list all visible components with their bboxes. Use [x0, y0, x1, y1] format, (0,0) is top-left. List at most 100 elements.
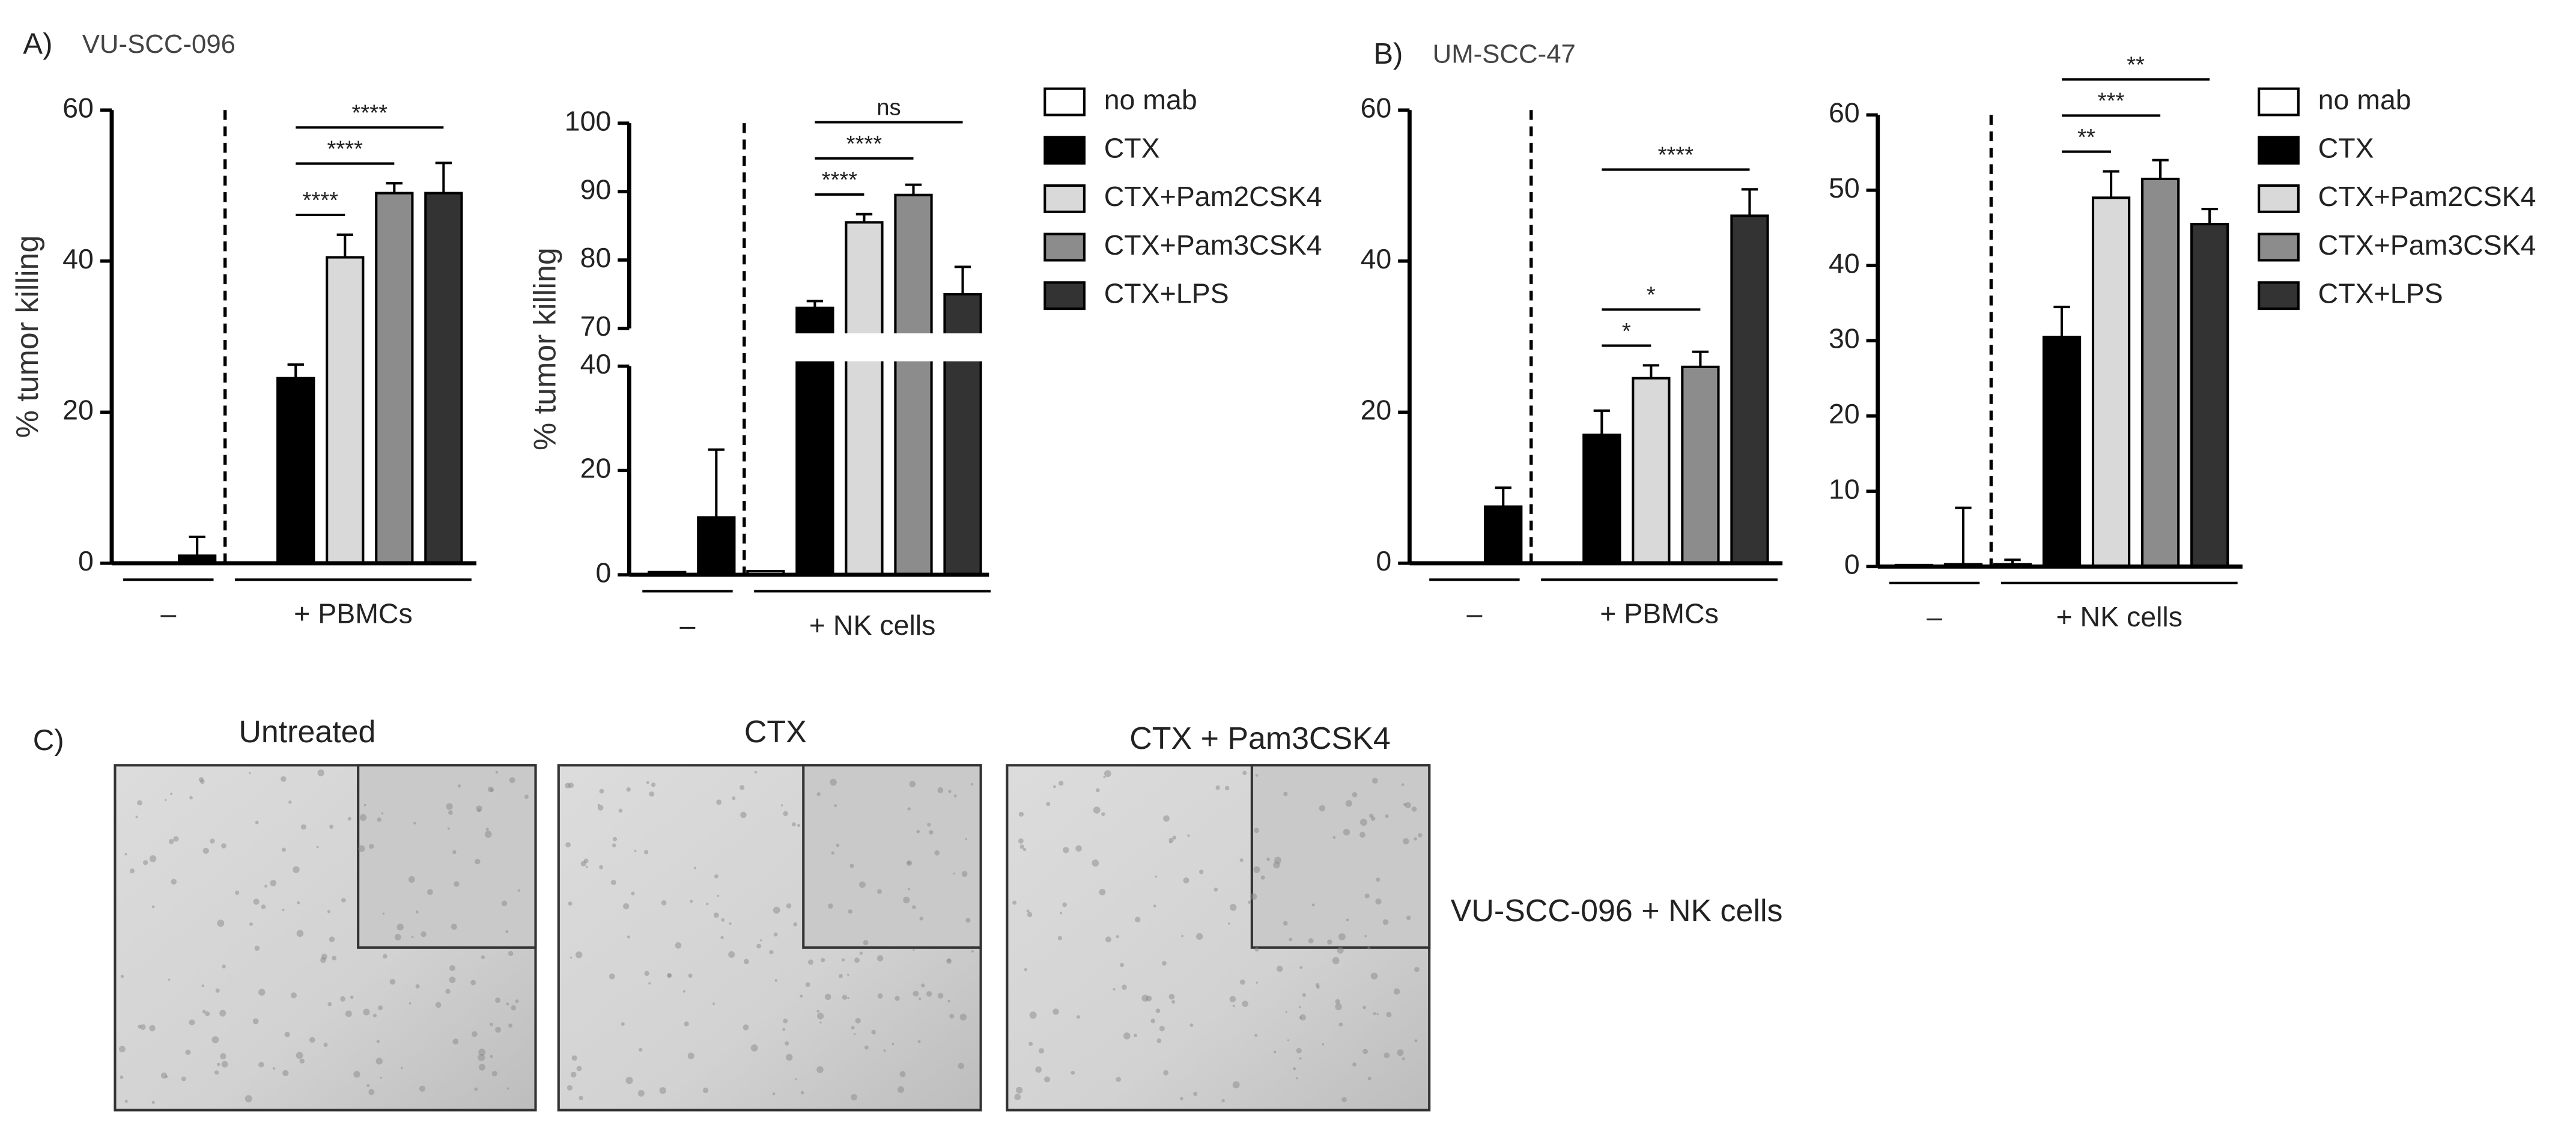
- cell: [517, 889, 520, 892]
- cell: [245, 1095, 252, 1103]
- cell: [327, 1002, 332, 1006]
- cell: [1229, 996, 1236, 1002]
- legend-swatch: [1043, 184, 1086, 213]
- cell: [783, 811, 788, 816]
- cell: [599, 788, 604, 794]
- y-tick-label: 0: [78, 545, 94, 577]
- cell: [773, 906, 780, 914]
- cell: [612, 837, 618, 841]
- cell: [413, 822, 416, 825]
- cell: [1016, 1086, 1023, 1094]
- cell: [1299, 966, 1303, 969]
- cell: [1302, 993, 1306, 997]
- cell: [1062, 902, 1067, 907]
- cell: [772, 1092, 776, 1095]
- cell: [855, 1018, 861, 1024]
- cell: [170, 792, 173, 795]
- cell: [920, 983, 925, 988]
- cell: [876, 955, 884, 961]
- cell: [511, 1005, 517, 1011]
- cell: [565, 842, 571, 848]
- group-label: + NK cells: [809, 610, 935, 641]
- cell: [470, 979, 476, 985]
- cell: [906, 860, 913, 866]
- y-tick-label: 20: [1361, 395, 1392, 426]
- cell: [368, 1089, 375, 1095]
- panel-title: VU-SCC-096: [82, 29, 235, 59]
- cell: [1156, 1038, 1162, 1044]
- cell: [786, 1053, 793, 1061]
- significance-label: ***: [2098, 88, 2125, 114]
- cell: [1060, 912, 1063, 915]
- error-bar: [435, 162, 452, 193]
- cell: [358, 845, 365, 852]
- group-label: + PBMCs: [1600, 598, 1719, 629]
- significance-label: ****: [302, 187, 338, 213]
- legend-swatch: [2258, 136, 2300, 165]
- cell: [140, 1024, 146, 1030]
- cell: [959, 1013, 967, 1021]
- cell: [1382, 919, 1389, 925]
- panel-label: A): [23, 28, 52, 61]
- cell: [160, 1072, 168, 1079]
- cell: [297, 901, 300, 904]
- cell: [1256, 981, 1258, 984]
- cell: [567, 1085, 573, 1091]
- y-tick-label: 80: [580, 242, 612, 273]
- cell: [1393, 988, 1400, 995]
- cell: [165, 799, 167, 801]
- cell: [447, 827, 450, 830]
- cell: [490, 1055, 493, 1058]
- error-bar: [287, 363, 304, 378]
- cell: [1093, 807, 1101, 814]
- cell: [508, 1023, 513, 1028]
- cell: [824, 993, 831, 1000]
- cell: [1386, 1012, 1392, 1018]
- cell: [895, 996, 900, 1001]
- cell: [272, 1067, 276, 1070]
- cell: [732, 796, 736, 801]
- cell: [1162, 961, 1167, 966]
- cell: [717, 894, 720, 897]
- error-bar: [2152, 159, 2169, 179]
- cell: [800, 994, 803, 998]
- cell: [626, 787, 631, 792]
- cell: [421, 931, 427, 937]
- error-bar: [1741, 188, 1758, 216]
- cell: [1385, 814, 1389, 819]
- cell: [1141, 994, 1149, 1002]
- cell: [119, 1046, 126, 1053]
- cell: [570, 1071, 577, 1078]
- cell: [524, 795, 529, 799]
- legend-label: CTX: [1104, 132, 1160, 163]
- cell: [487, 786, 494, 793]
- cell: [877, 993, 883, 999]
- cell: [1215, 785, 1220, 790]
- legend-label: no mab: [1104, 84, 1197, 115]
- legend-label: CTX+LPS: [2318, 278, 2443, 309]
- cell: [151, 1100, 155, 1104]
- cell: [639, 1047, 643, 1052]
- cell: [1418, 833, 1423, 838]
- cell: [651, 782, 656, 787]
- cell: [217, 919, 225, 927]
- cell: [1352, 1062, 1357, 1067]
- cell: [783, 1019, 788, 1024]
- cell: [282, 909, 285, 912]
- cell: [579, 1095, 583, 1101]
- cell: [971, 782, 974, 786]
- cell: [599, 865, 604, 870]
- cell: [124, 1100, 128, 1103]
- cell: [693, 867, 696, 870]
- cell: [288, 801, 292, 804]
- cell: [221, 843, 226, 849]
- cell: [834, 804, 837, 808]
- cell: [221, 1061, 228, 1068]
- panel-label: B): [1373, 37, 1403, 70]
- cell: [1168, 837, 1174, 843]
- cell: [1063, 847, 1069, 853]
- cell: [375, 1058, 383, 1065]
- cell: [332, 955, 337, 961]
- y-tick-label: 60: [1829, 97, 1860, 129]
- cell: [821, 958, 825, 963]
